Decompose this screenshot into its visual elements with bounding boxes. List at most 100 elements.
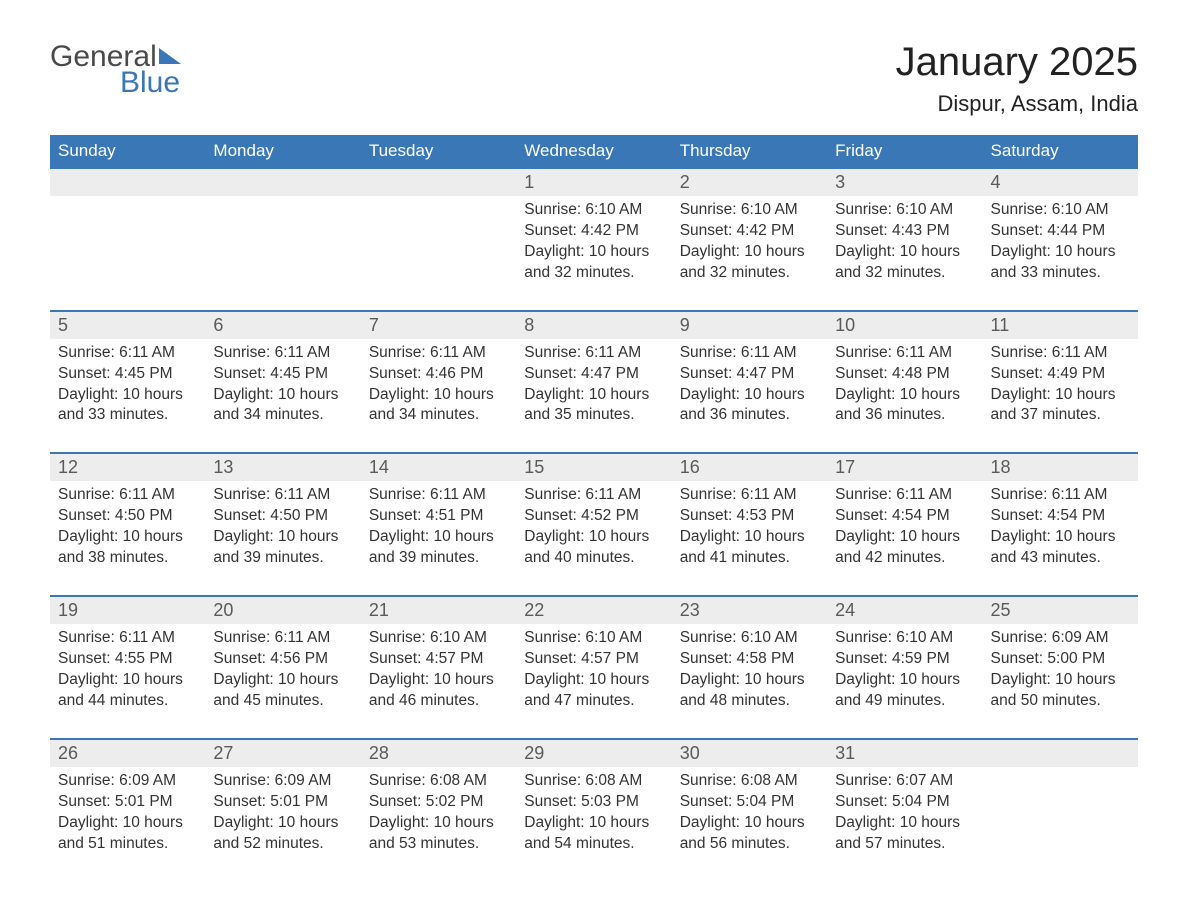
sunset-line: Sunset: 4:42 PM bbox=[524, 221, 663, 242]
month-title: January 2025 bbox=[896, 40, 1138, 85]
daylight-line: Daylight: 10 hours and 52 minutes. bbox=[213, 813, 352, 855]
day-number-cell bbox=[50, 168, 205, 196]
sunset-line: Sunset: 5:00 PM bbox=[991, 649, 1130, 670]
sunset-line: Sunset: 4:45 PM bbox=[213, 364, 352, 385]
sunrise-line: Sunrise: 6:11 AM bbox=[680, 343, 819, 364]
day-number-row: 12131415161718 bbox=[50, 453, 1138, 481]
sunrise-line: Sunrise: 6:09 AM bbox=[58, 771, 197, 792]
sunset-line: Sunset: 4:42 PM bbox=[680, 221, 819, 242]
day-number: 1 bbox=[516, 169, 671, 196]
day-number-cell bbox=[983, 739, 1138, 767]
calendar-body: 1234Sunrise: 6:10 AMSunset: 4:42 PMDayli… bbox=[50, 168, 1138, 880]
day-number-cell bbox=[361, 168, 516, 196]
day-details-row: Sunrise: 6:11 AMSunset: 4:55 PMDaylight:… bbox=[50, 624, 1138, 739]
sunset-line: Sunset: 5:01 PM bbox=[213, 792, 352, 813]
sunrise-line: Sunrise: 6:11 AM bbox=[524, 485, 663, 506]
day-number: 9 bbox=[672, 312, 827, 339]
daylight-line: Daylight: 10 hours and 49 minutes. bbox=[835, 670, 974, 712]
day-number-cell: 30 bbox=[672, 739, 827, 767]
weekday-header: Sunday bbox=[50, 135, 205, 168]
sunrise-line: Sunrise: 6:11 AM bbox=[991, 485, 1130, 506]
location-subtitle: Dispur, Assam, India bbox=[896, 91, 1138, 117]
day-details-cell bbox=[983, 767, 1138, 881]
day-number-cell: 26 bbox=[50, 739, 205, 767]
sunset-line: Sunset: 4:46 PM bbox=[369, 364, 508, 385]
day-number-cell: 14 bbox=[361, 453, 516, 481]
day-number-cell: 6 bbox=[205, 311, 360, 339]
sunset-line: Sunset: 4:50 PM bbox=[58, 506, 197, 527]
logo: General Blue bbox=[50, 40, 181, 100]
day-details-row: Sunrise: 6:09 AMSunset: 5:01 PMDaylight:… bbox=[50, 767, 1138, 881]
weekday-header: Saturday bbox=[983, 135, 1138, 168]
daylight-line: Daylight: 10 hours and 47 minutes. bbox=[524, 670, 663, 712]
day-number: 6 bbox=[205, 312, 360, 339]
sunset-line: Sunset: 4:56 PM bbox=[213, 649, 352, 670]
sunrise-line: Sunrise: 6:11 AM bbox=[213, 628, 352, 649]
daylight-line: Daylight: 10 hours and 34 minutes. bbox=[213, 385, 352, 427]
day-number bbox=[50, 169, 205, 193]
daylight-line: Daylight: 10 hours and 43 minutes. bbox=[991, 527, 1130, 569]
day-number: 12 bbox=[50, 454, 205, 481]
day-details-row: Sunrise: 6:11 AMSunset: 4:45 PMDaylight:… bbox=[50, 339, 1138, 454]
page-header: General Blue January 2025 Dispur, Assam,… bbox=[50, 40, 1138, 117]
day-details-cell: Sunrise: 6:11 AMSunset: 4:49 PMDaylight:… bbox=[983, 339, 1138, 454]
sunrise-line: Sunrise: 6:09 AM bbox=[991, 628, 1130, 649]
day-number bbox=[983, 740, 1138, 764]
weekday-header: Thursday bbox=[672, 135, 827, 168]
sunrise-line: Sunrise: 6:08 AM bbox=[680, 771, 819, 792]
day-details-cell: Sunrise: 6:11 AMSunset: 4:50 PMDaylight:… bbox=[205, 481, 360, 596]
daylight-line: Daylight: 10 hours and 36 minutes. bbox=[835, 385, 974, 427]
daylight-line: Daylight: 10 hours and 38 minutes. bbox=[58, 527, 197, 569]
day-number-cell: 18 bbox=[983, 453, 1138, 481]
day-details-cell: Sunrise: 6:11 AMSunset: 4:50 PMDaylight:… bbox=[50, 481, 205, 596]
day-details-cell: Sunrise: 6:10 AMSunset: 4:59 PMDaylight:… bbox=[827, 624, 982, 739]
day-details-row: Sunrise: 6:10 AMSunset: 4:42 PMDaylight:… bbox=[50, 196, 1138, 311]
sunrise-line: Sunrise: 6:11 AM bbox=[680, 485, 819, 506]
day-number: 27 bbox=[205, 740, 360, 767]
day-number-cell: 10 bbox=[827, 311, 982, 339]
daylight-line: Daylight: 10 hours and 54 minutes. bbox=[524, 813, 663, 855]
sunset-line: Sunset: 4:54 PM bbox=[991, 506, 1130, 527]
day-number: 11 bbox=[983, 312, 1138, 339]
daylight-line: Daylight: 10 hours and 46 minutes. bbox=[369, 670, 508, 712]
sunrise-line: Sunrise: 6:11 AM bbox=[213, 343, 352, 364]
day-number-cell: 23 bbox=[672, 596, 827, 624]
day-details-cell: Sunrise: 6:11 AMSunset: 4:47 PMDaylight:… bbox=[672, 339, 827, 454]
day-details-cell: Sunrise: 6:11 AMSunset: 4:45 PMDaylight:… bbox=[50, 339, 205, 454]
day-number: 26 bbox=[50, 740, 205, 767]
daylight-line: Daylight: 10 hours and 36 minutes. bbox=[680, 385, 819, 427]
sunset-line: Sunset: 4:57 PM bbox=[369, 649, 508, 670]
daylight-line: Daylight: 10 hours and 56 minutes. bbox=[680, 813, 819, 855]
day-details-cell: Sunrise: 6:09 AMSunset: 5:00 PMDaylight:… bbox=[983, 624, 1138, 739]
sunset-line: Sunset: 5:03 PM bbox=[524, 792, 663, 813]
daylight-line: Daylight: 10 hours and 44 minutes. bbox=[58, 670, 197, 712]
day-number bbox=[361, 169, 516, 193]
sunrise-line: Sunrise: 6:11 AM bbox=[369, 343, 508, 364]
sunrise-line: Sunrise: 6:11 AM bbox=[58, 343, 197, 364]
sunrise-line: Sunrise: 6:10 AM bbox=[991, 200, 1130, 221]
daylight-line: Daylight: 10 hours and 53 minutes. bbox=[369, 813, 508, 855]
day-details-cell: Sunrise: 6:11 AMSunset: 4:54 PMDaylight:… bbox=[827, 481, 982, 596]
day-number-cell: 25 bbox=[983, 596, 1138, 624]
daylight-line: Daylight: 10 hours and 33 minutes. bbox=[991, 242, 1130, 284]
day-details-cell: Sunrise: 6:10 AMSunset: 4:58 PMDaylight:… bbox=[672, 624, 827, 739]
day-details-cell: Sunrise: 6:11 AMSunset: 4:45 PMDaylight:… bbox=[205, 339, 360, 454]
day-number: 31 bbox=[827, 740, 982, 767]
day-number: 20 bbox=[205, 597, 360, 624]
daylight-line: Daylight: 10 hours and 45 minutes. bbox=[213, 670, 352, 712]
day-details-cell: Sunrise: 6:11 AMSunset: 4:46 PMDaylight:… bbox=[361, 339, 516, 454]
daylight-line: Daylight: 10 hours and 39 minutes. bbox=[213, 527, 352, 569]
day-details-cell: Sunrise: 6:10 AMSunset: 4:57 PMDaylight:… bbox=[361, 624, 516, 739]
sunrise-line: Sunrise: 6:11 AM bbox=[835, 485, 974, 506]
calendar-table: Sunday Monday Tuesday Wednesday Thursday… bbox=[50, 135, 1138, 880]
sunset-line: Sunset: 4:50 PM bbox=[213, 506, 352, 527]
day-number: 21 bbox=[361, 597, 516, 624]
sunset-line: Sunset: 5:02 PM bbox=[369, 792, 508, 813]
daylight-line: Daylight: 10 hours and 32 minutes. bbox=[524, 242, 663, 284]
day-number: 14 bbox=[361, 454, 516, 481]
day-number: 16 bbox=[672, 454, 827, 481]
day-details-cell: Sunrise: 6:11 AMSunset: 4:51 PMDaylight:… bbox=[361, 481, 516, 596]
sunrise-line: Sunrise: 6:11 AM bbox=[835, 343, 974, 364]
day-details-cell: Sunrise: 6:10 AMSunset: 4:43 PMDaylight:… bbox=[827, 196, 982, 311]
sunrise-line: Sunrise: 6:08 AM bbox=[524, 771, 663, 792]
